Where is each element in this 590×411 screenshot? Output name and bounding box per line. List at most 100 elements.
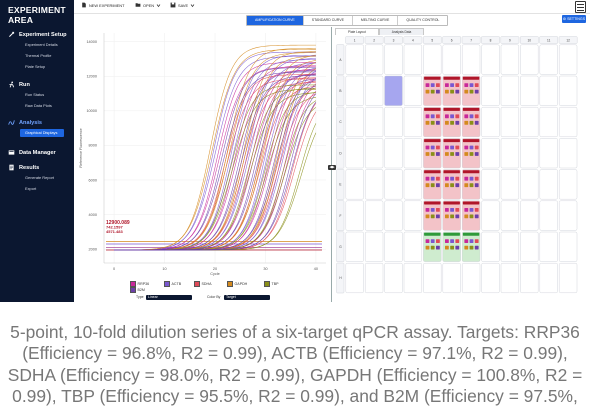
column-header-cell	[539, 36, 559, 44]
well-target-marker	[430, 208, 435, 212]
nav-item-plate-setup[interactable]: Plate Setup	[25, 64, 46, 69]
app-title-line1: EXPERIMENT	[8, 5, 66, 15]
plate-well-G11	[539, 231, 558, 262]
well-sample-tag	[462, 139, 480, 143]
plate-well-E10	[520, 169, 539, 200]
nav-item-thermal-profile[interactable]: Thermal Profile	[25, 53, 52, 58]
tab-amplification-curve[interactable]: AMPLIFICATION CURVE	[247, 16, 304, 25]
nav-item-export[interactable]: Export	[25, 186, 37, 191]
plate-tabs: Plate Layout Analysis Data	[335, 28, 425, 35]
plate-well-D11	[539, 138, 558, 169]
x-tick-label: 40	[314, 267, 318, 271]
legend-item-actb[interactable]: ACTB	[164, 281, 181, 287]
toolbar: NEW EXPERIMENT OPEN SAVE	[74, 0, 590, 14]
well-target-marker	[450, 83, 454, 87]
nav-section-analysis: Analysis Graphical Displays	[0, 118, 74, 139]
well-target-marker	[436, 114, 440, 119]
color-by-label: Color By	[207, 295, 221, 299]
tab-analysis-data[interactable]: Analysis Data	[378, 28, 425, 35]
type-select[interactable]: Linear	[146, 295, 192, 300]
tab-melting-curve[interactable]: MELTING CURVE	[352, 16, 399, 25]
nav-results[interactable]: Results	[0, 163, 74, 172]
x-tick-label: 30	[263, 267, 267, 271]
save-label: SAVE	[178, 2, 189, 8]
app-title: EXPERIMENT AREA	[8, 5, 66, 25]
plate-well-D4	[403, 138, 422, 169]
well-sample-tag	[443, 170, 460, 174]
panel-divider[interactable]	[331, 27, 332, 302]
threshold-label: 4571.483	[106, 229, 123, 234]
legend-item-rrp36[interactable]: RRP36	[130, 281, 149, 287]
tab-standard-curve[interactable]: STANDARD CURVE	[303, 16, 353, 25]
well-target-marker	[469, 214, 474, 219]
well-target-marker	[445, 120, 449, 125]
nav-analysis[interactable]: Analysis	[0, 118, 74, 127]
plate-well-F11	[539, 200, 558, 231]
row-header-cell	[336, 137, 345, 169]
well-target-marker	[430, 214, 435, 219]
column-header-label: 9	[509, 38, 511, 42]
plate-well-C1	[345, 106, 364, 137]
gear-icon: ⚙	[562, 17, 567, 21]
collapse-toggle-icon[interactable]: ◀▶	[328, 165, 336, 170]
nav-item-run-status[interactable]: Run Status	[25, 92, 45, 97]
legend-item-sdha[interactable]: SDHA	[194, 281, 212, 287]
column-header-cell	[384, 36, 403, 44]
well-target-marker	[455, 183, 460, 188]
nav-section-experiment-setup: Experiment Setup Experiment Details Ther…	[0, 30, 74, 72]
plate-well-B3	[384, 75, 403, 106]
save-button[interactable]: SAVE	[170, 2, 195, 8]
plate-well-H7	[461, 262, 481, 293]
nav-run[interactable]: Run	[0, 80, 74, 89]
plate-well-C10	[520, 106, 539, 137]
well-target-marker	[445, 114, 449, 119]
plate-well-F4	[403, 200, 422, 231]
nav-data-manager[interactable]: Data Manager	[0, 148, 74, 157]
tab-quality-control[interactable]: QUALITY CONTROL	[398, 16, 448, 25]
column-header-cell	[345, 36, 365, 44]
nav-item-graphical-displays[interactable]: Graphical Displays	[20, 129, 64, 137]
nav-item-raw-data-plots[interactable]: Raw Data Plots	[25, 103, 52, 108]
analysis-icon	[8, 120, 15, 125]
x-tick-label: 20	[213, 267, 217, 271]
legend-item-gapdh[interactable]: GAPDH	[227, 281, 247, 287]
plate-well-B11	[539, 75, 558, 106]
legend-item-b2m[interactable]: B2M	[130, 287, 145, 293]
hamburger-icon[interactable]	[575, 1, 586, 13]
well-target-marker	[445, 145, 449, 150]
plate-well-B10	[520, 75, 539, 106]
well-sample-tag	[462, 201, 480, 205]
legend-item-tbp[interactable]: TBP	[264, 281, 279, 287]
plate-well-A11	[539, 44, 558, 75]
new-experiment-button[interactable]: NEW EXPERIMENT	[81, 2, 124, 8]
well-target-marker	[474, 245, 479, 250]
tab-plate-layout[interactable]: Plate Layout	[335, 28, 379, 35]
column-header-cell	[519, 36, 539, 44]
well-target-marker	[469, 176, 474, 181]
well-target-marker	[455, 208, 460, 212]
nav-item-experiment-details[interactable]: Experiment Details	[25, 42, 58, 47]
well-target-marker	[445, 176, 449, 181]
well-target-marker	[474, 208, 479, 212]
row-header-cell	[336, 169, 345, 200]
color-by-select[interactable]: Target	[224, 295, 270, 300]
plate-well-A8	[481, 44, 500, 75]
well-target-marker	[455, 120, 460, 125]
y-tick-label: 8000	[89, 144, 97, 148]
nav-item-generate-report[interactable]: Generate Report	[25, 175, 54, 180]
row-header-label: F	[340, 214, 342, 218]
nav-experiment-setup[interactable]: Experiment Setup	[0, 30, 74, 39]
series-line-gapdh	[114, 49, 316, 251]
plate-well-H11	[539, 262, 558, 293]
wrench-icon	[9, 31, 15, 37]
results-icon	[9, 164, 14, 171]
plate-well-H4	[403, 262, 422, 293]
row-header-cell	[336, 44, 345, 75]
well-target-marker	[430, 145, 435, 150]
nav-experiment-setup-label: Experiment Setup	[19, 31, 67, 38]
plate-well-A10	[520, 44, 539, 75]
settings-button[interactable]: ⚙ SETTINGS	[562, 15, 586, 23]
open-button[interactable]: OPEN	[135, 2, 161, 8]
plate-well-A3	[384, 44, 403, 75]
well-target-marker	[445, 183, 449, 188]
